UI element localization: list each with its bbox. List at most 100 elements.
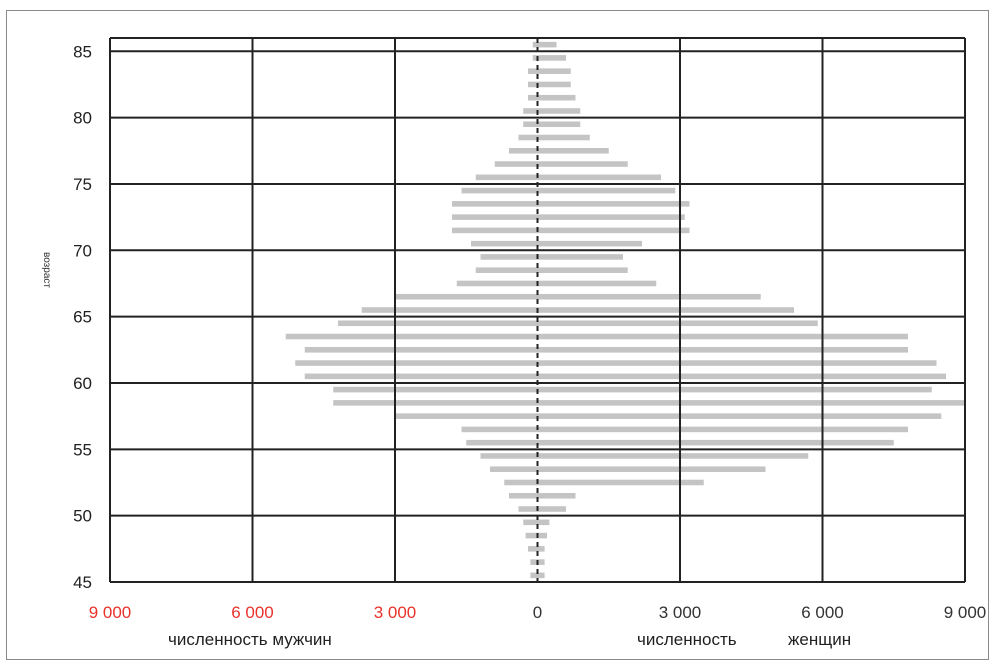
y-tick-label-2: 55 [73, 440, 92, 459]
bar-women-39 [537, 55, 566, 61]
bar-men-0 [530, 572, 538, 579]
bar-men-31 [494, 161, 538, 167]
bar-men-4 [523, 519, 538, 526]
x-axis-label-men: численность мужчин [168, 630, 332, 649]
bar-men-36 [528, 94, 538, 101]
bar-women-30 [537, 174, 661, 181]
bar-women-4 [537, 519, 550, 526]
bars-group [285, 41, 965, 579]
bar-women-2 [537, 546, 545, 552]
bar-women-25 [537, 240, 642, 247]
y-tick-label-8: 85 [73, 42, 92, 61]
bar-men-13 [333, 400, 538, 406]
x-tick-label-1: 6 000 [231, 603, 274, 622]
bar-men-26 [452, 227, 538, 234]
bar-women-13 [537, 400, 965, 406]
bar-men-30 [475, 174, 538, 181]
bar-men-20 [361, 307, 538, 313]
bar-men-40 [532, 41, 538, 48]
x-tick-label-5: 6 000 [801, 603, 844, 622]
bar-women-19 [537, 320, 818, 327]
x-tick-label-3: 0 [533, 603, 542, 622]
y-tick-label-1: 50 [73, 507, 92, 526]
x-axis-label-women-part1: численность [637, 630, 737, 649]
bar-women-29 [537, 187, 676, 194]
bar-women-31 [537, 161, 628, 167]
bar-men-34 [523, 121, 538, 128]
y-tick-label-3: 60 [73, 374, 92, 393]
bar-women-28 [537, 201, 690, 207]
bar-women-11 [537, 426, 908, 433]
bar-women-17 [537, 347, 908, 353]
bar-men-29 [461, 187, 538, 194]
bar-men-6 [509, 492, 538, 499]
bar-men-35 [523, 108, 538, 114]
bar-men-33 [518, 134, 538, 141]
bar-men-17 [304, 347, 538, 353]
bar-women-21 [537, 293, 761, 300]
x-ticks: 9 000 6 000 3 000 0 3 000 6 000 9 000 [89, 603, 987, 622]
bar-men-25 [471, 240, 538, 247]
bar-women-9 [537, 453, 809, 459]
bar-women-18 [537, 333, 908, 340]
y-tick-label-0: 45 [73, 573, 92, 592]
bar-women-23 [537, 267, 628, 273]
bar-women-0 [537, 572, 545, 579]
bar-men-18 [285, 333, 538, 340]
bar-women-40 [537, 41, 557, 48]
bar-men-14 [333, 386, 538, 393]
y-ticks: 45 50 55 60 65 70 75 80 85 [73, 42, 92, 592]
bar-women-20 [537, 307, 794, 313]
bar-women-7 [537, 479, 704, 486]
x-tick-label-6: 9 000 [944, 603, 987, 622]
grid-group [109, 37, 966, 583]
x-tick-label-0: 9 000 [89, 603, 132, 622]
bar-men-3 [525, 532, 538, 539]
bar-women-27 [537, 214, 685, 220]
bar-men-28 [452, 201, 538, 207]
bar-men-19 [338, 320, 538, 327]
bar-men-37 [528, 81, 538, 88]
bar-men-39 [532, 55, 538, 61]
bar-men-38 [528, 68, 538, 74]
bar-women-22 [537, 280, 657, 287]
bar-women-32 [537, 147, 609, 154]
bar-women-16 [537, 360, 937, 366]
bar-men-23 [475, 267, 538, 273]
bar-women-33 [537, 134, 590, 141]
x-axis-label-women-part2: женщин [788, 630, 851, 649]
bar-men-24 [480, 254, 538, 260]
bar-women-36 [537, 94, 576, 101]
bar-men-21 [395, 293, 538, 300]
bar-women-15 [537, 373, 946, 380]
bar-men-12 [395, 413, 538, 419]
bar-women-6 [537, 492, 576, 499]
bar-women-10 [537, 439, 894, 446]
bar-men-7 [504, 479, 538, 486]
y-tick-label-6: 75 [73, 175, 92, 194]
bar-men-16 [295, 360, 538, 366]
bar-women-5 [537, 506, 566, 512]
y-axis-label: возраст [41, 252, 52, 288]
bar-men-15 [304, 373, 538, 380]
bar-men-11 [461, 426, 538, 433]
bar-men-8 [490, 466, 538, 473]
bar-women-34 [537, 121, 581, 128]
y-tick-label-7: 80 [73, 109, 92, 128]
bar-men-5 [518, 506, 538, 512]
bar-women-38 [537, 68, 571, 74]
bar-women-26 [537, 227, 690, 234]
bar-men-10 [466, 439, 538, 446]
bar-women-8 [537, 466, 766, 473]
bar-women-24 [537, 254, 623, 260]
bar-men-1 [530, 559, 538, 565]
bar-women-35 [537, 108, 581, 114]
bar-men-32 [509, 147, 538, 154]
x-tick-label-4: 3 000 [659, 603, 702, 622]
bar-women-37 [537, 81, 571, 88]
y-tick-label-4: 65 [73, 308, 92, 327]
bar-men-9 [480, 453, 538, 459]
bar-men-22 [456, 280, 538, 287]
bar-women-3 [537, 532, 547, 539]
